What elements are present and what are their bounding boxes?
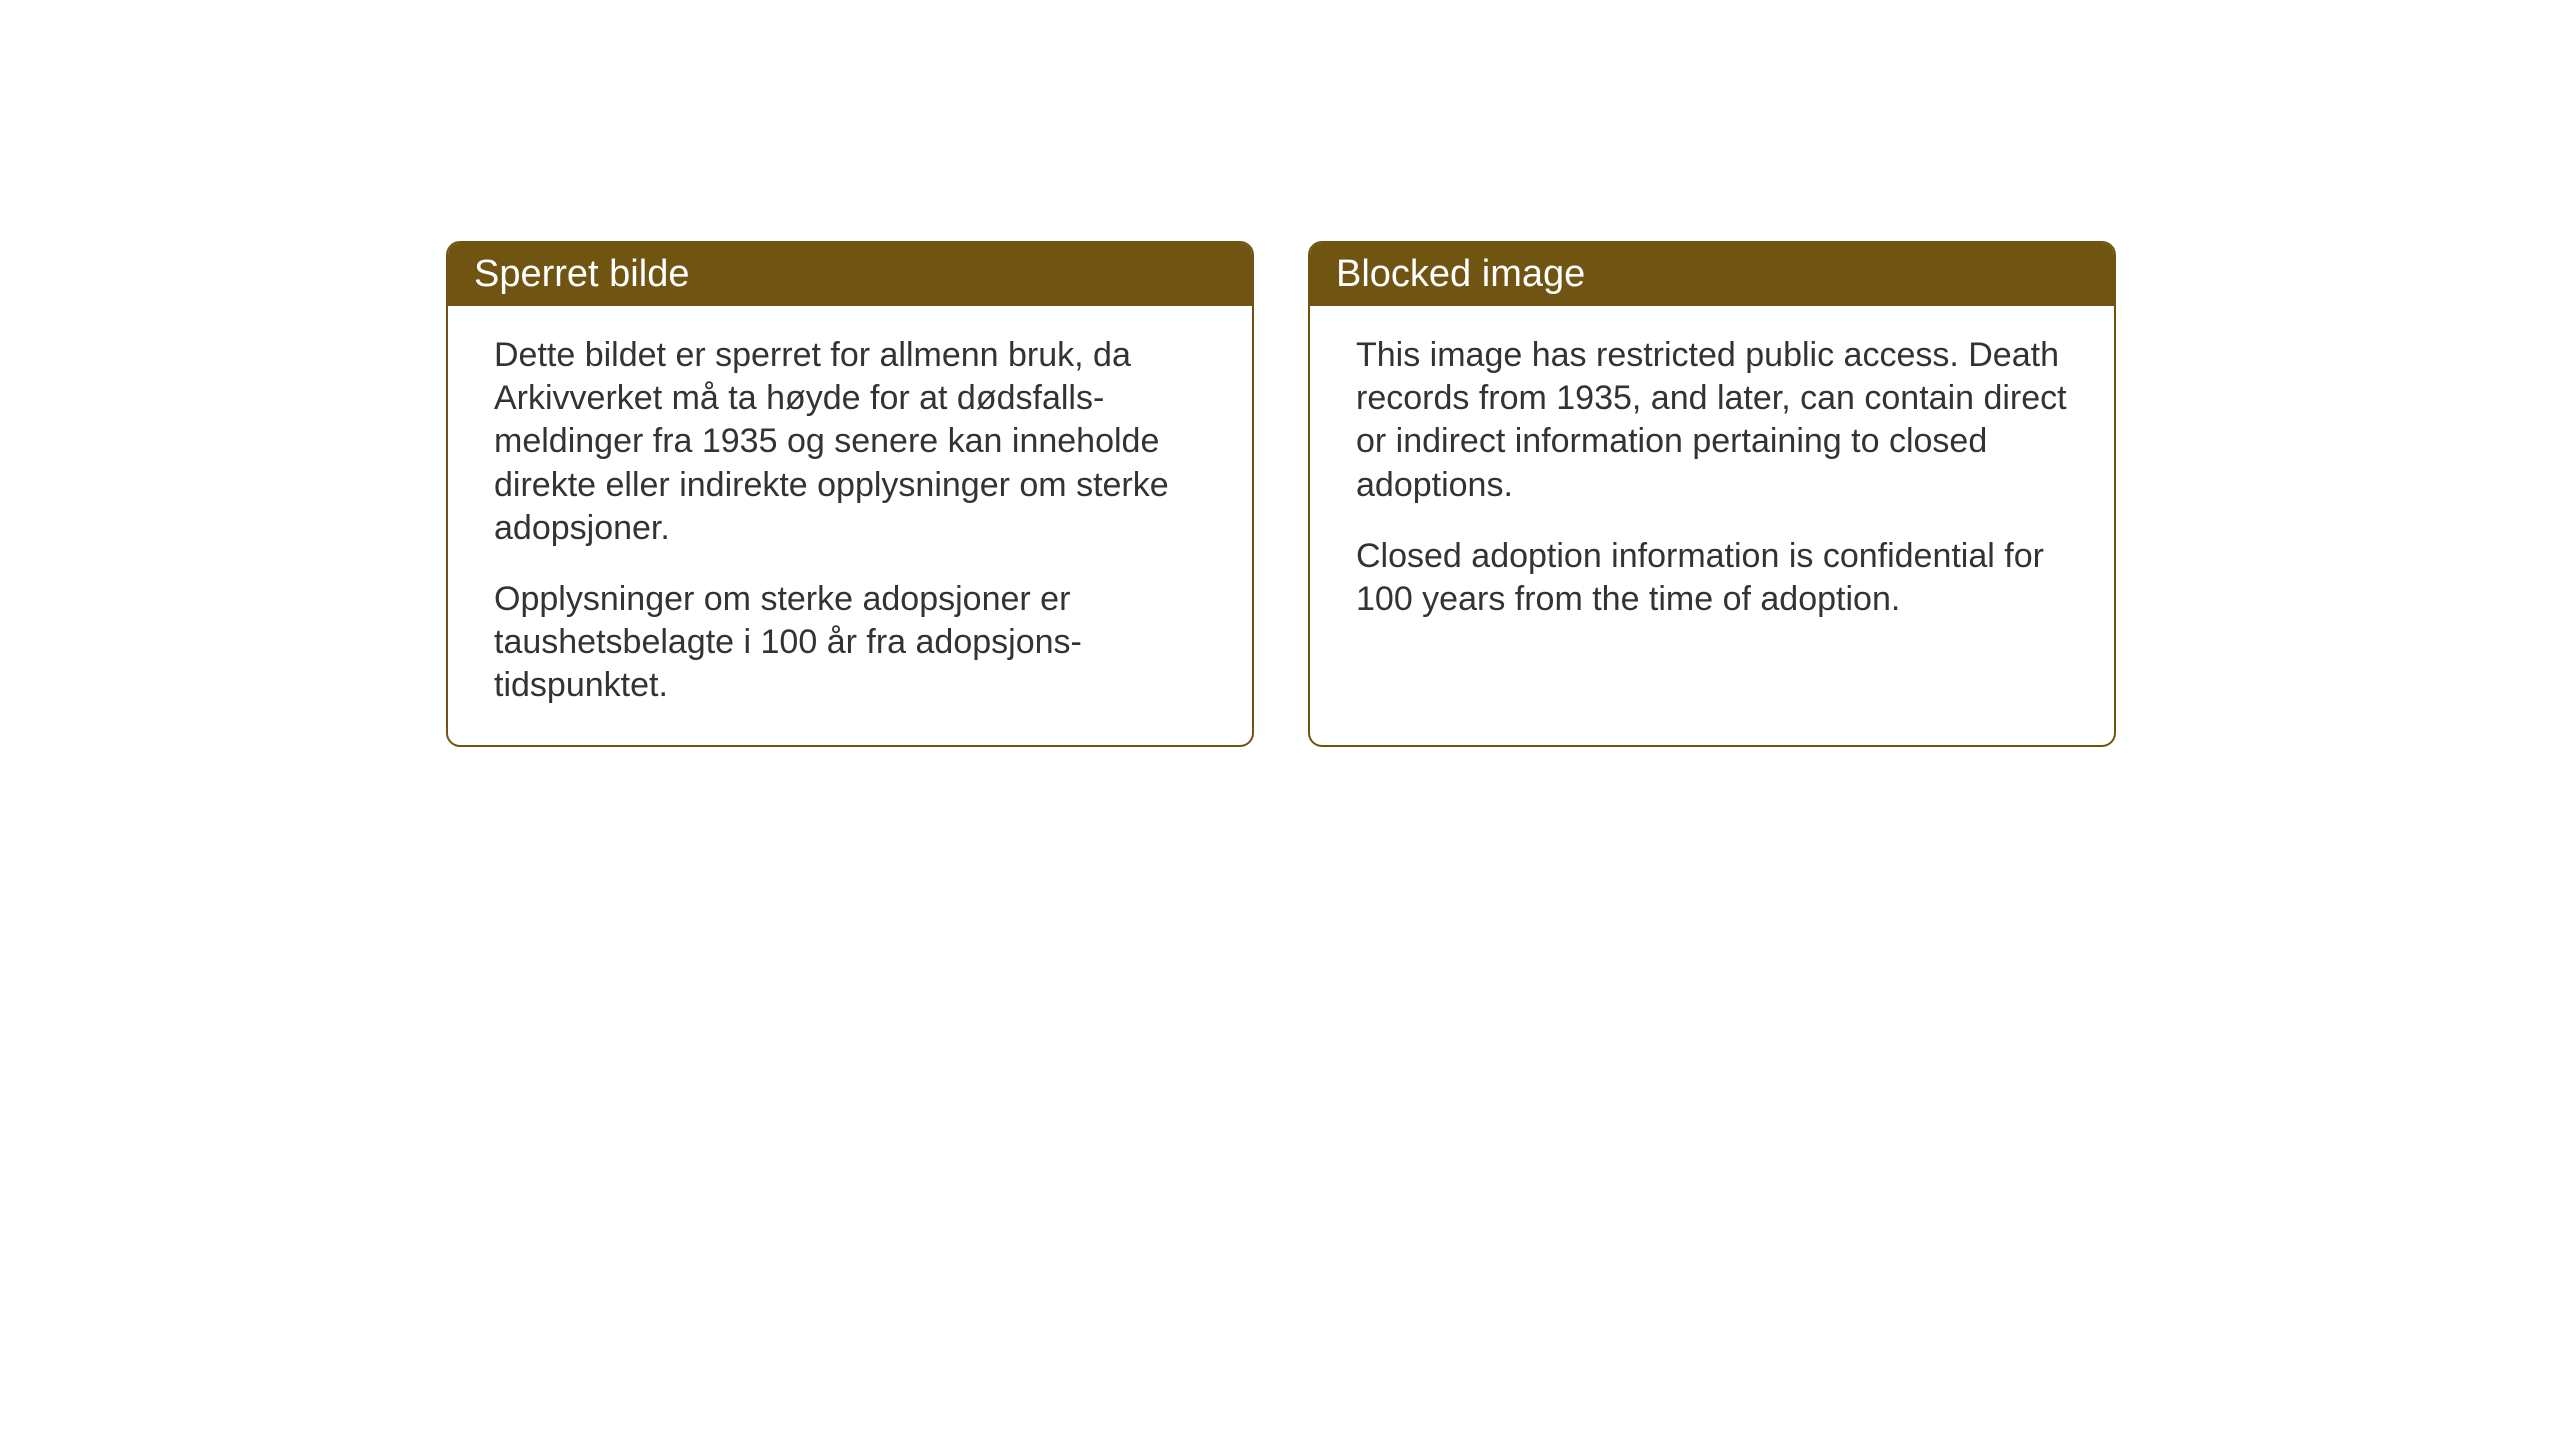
paragraph-english-2: Closed adoption information is confident…: [1356, 535, 2068, 621]
card-title-norwegian: Sperret bilde: [474, 253, 689, 295]
card-header-norwegian: Sperret bilde: [448, 243, 1252, 306]
card-body-english: This image has restricted public access.…: [1310, 306, 2114, 696]
paragraph-english-1: This image has restricted public access.…: [1356, 334, 2068, 507]
notice-card-norwegian: Sperret bilde Dette bildet er sperret fo…: [446, 241, 1254, 747]
paragraph-norwegian-2: Opplysninger om sterke adopsjoner er tau…: [494, 578, 1206, 708]
card-body-norwegian: Dette bildet er sperret for allmenn bruk…: [448, 306, 1252, 745]
notice-container: Sperret bilde Dette bildet er sperret fo…: [446, 241, 2116, 747]
card-header-english: Blocked image: [1310, 243, 2114, 306]
paragraph-norwegian-1: Dette bildet er sperret for allmenn bruk…: [494, 334, 1206, 550]
notice-card-english: Blocked image This image has restricted …: [1308, 241, 2116, 747]
card-title-english: Blocked image: [1336, 253, 1585, 295]
